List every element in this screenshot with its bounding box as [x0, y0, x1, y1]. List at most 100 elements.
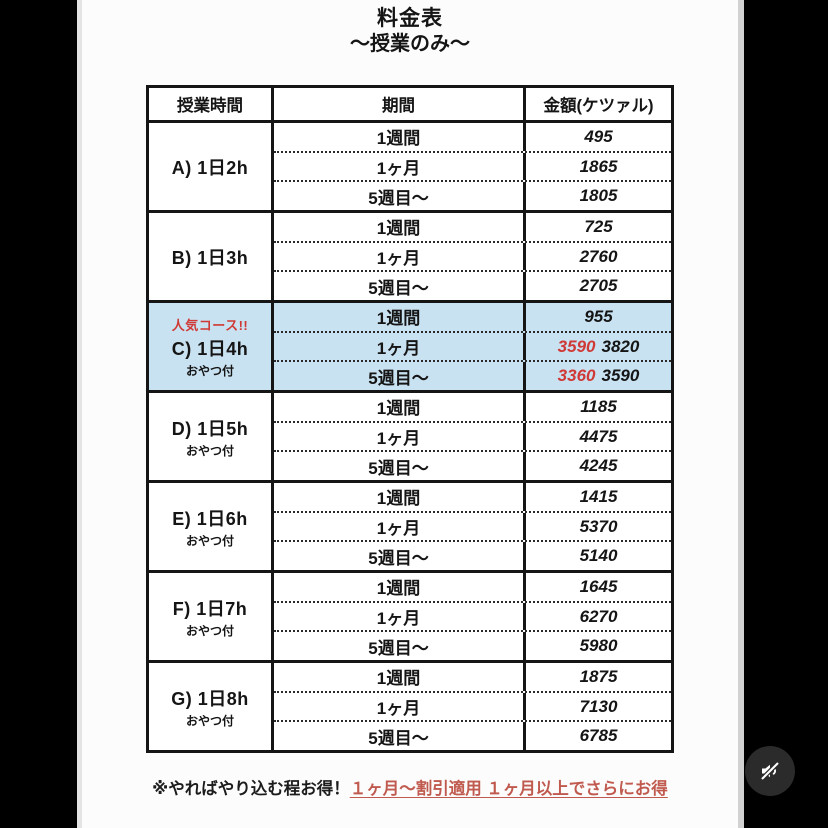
table-row: F) 1日7h おやつ付 1週間 1645 1ヶ月 6270 5週目〜 5980	[146, 573, 674, 663]
course-note: おやつ付	[185, 443, 234, 458]
period-price-row: 1ヶ月 7130	[274, 690, 671, 721]
header-lesson-hours: 授業時間	[149, 88, 274, 120]
period-price-row: 5週目〜 4245	[274, 450, 671, 481]
course-cell: A) 1日2h	[149, 123, 274, 210]
period-price-row: 1週間 725	[274, 213, 671, 241]
period-price-row: 1週間 1645	[274, 573, 671, 601]
price-cell: 2760	[523, 242, 671, 271]
price-cell: 5980	[523, 632, 671, 661]
price-cell: 4245	[523, 452, 671, 481]
course-cell: F) 1日7h おやつ付	[149, 573, 274, 660]
price-value: 495	[584, 126, 613, 146]
period-list: 1週間 725 1ヶ月 2760 5週目〜 2705	[274, 213, 671, 301]
period-price-row: 1ヶ月 6270	[274, 600, 671, 631]
period-price-row: 1週間 495	[274, 123, 671, 151]
price-sheet: 料金表 〜授業のみ〜 授業時間 期間 金額(ケツァル) A) 1日2h 1週間 4…	[77, 0, 744, 828]
period-price-row: 5週目〜 6785	[274, 720, 671, 751]
course-label: E) 1日6h	[172, 508, 248, 529]
price-cell: 6785	[523, 722, 671, 751]
period-price-row: 1週間 1875	[274, 663, 671, 691]
discount-price: 3360	[557, 366, 596, 386]
price-value: 6785	[579, 726, 618, 746]
course-label: B) 1日3h	[171, 247, 249, 268]
price-value: 2705	[579, 276, 618, 296]
period-list: 1週間 1415 1ヶ月 5370 5週目〜 5140	[274, 483, 671, 571]
price-value: 6270	[579, 606, 618, 626]
period-price-row: 5週目〜 3360 3590	[274, 360, 671, 391]
table-row: E) 1日6h おやつ付 1週間 1415 1ヶ月 5370 5週目〜 5140	[146, 483, 674, 573]
period-list: 1週間 1185 1ヶ月 4475 5週目〜 4245	[274, 393, 671, 481]
course-cell: 人気コース!! C) 1日4h おやつ付	[149, 303, 274, 390]
period-label: 1ヶ月	[376, 249, 421, 268]
price-value: 7130	[579, 696, 618, 716]
price-value: 1415	[579, 486, 618, 506]
period-price-row: 1ヶ月 4475	[274, 420, 671, 451]
price-value: 3820	[601, 336, 640, 356]
course-label: C) 1日4h	[171, 338, 249, 359]
period-label: 1週間	[376, 489, 421, 509]
period-price-row: 5週目〜 2705	[274, 270, 671, 301]
period-label: 1ヶ月	[376, 429, 421, 448]
period-price-row: 5週目〜 5140	[274, 540, 671, 571]
table-row: B) 1日3h 1週間 725 1ヶ月 2760 5週目〜 2705	[146, 213, 674, 303]
course-note: おやつ付	[185, 623, 234, 638]
price-cell: 5140	[523, 542, 671, 571]
popular-badge: 人気コース!!	[171, 317, 249, 333]
table-row: D) 1日5h おやつ付 1週間 1185 1ヶ月 4475 5週目〜 4245	[146, 393, 674, 483]
period-label: 5週目〜	[368, 548, 429, 568]
price-cell: 1415	[523, 483, 671, 511]
price-value: 4475	[579, 426, 618, 446]
period-list: 1週間 1645 1ヶ月 6270 5週目〜 5980	[274, 573, 671, 661]
table-row: 人気コース!! C) 1日4h おやつ付 1週間 955 1ヶ月 3590 3820 5週…	[146, 303, 674, 393]
course-note: おやつ付	[185, 713, 234, 728]
price-cell: 495	[523, 123, 671, 151]
period-list: 1週間 1875 1ヶ月 7130 5週目〜 6785	[274, 663, 671, 751]
period-label: 5週目〜	[368, 278, 429, 298]
discount-price: 3590	[557, 336, 596, 356]
price-value: 3590	[601, 366, 640, 386]
course-note: おやつ付	[185, 363, 234, 378]
period-label: 1ヶ月	[376, 519, 421, 538]
period-label: 1ヶ月	[376, 609, 421, 628]
price-cell: 1875	[523, 663, 671, 691]
price-value: 1645	[579, 576, 618, 596]
price-cell: 1865	[523, 152, 671, 181]
course-cell: G) 1日8h おやつ付	[149, 663, 274, 750]
title-block: 料金表 〜授業のみ〜	[82, 0, 738, 57]
price-value: 1865	[579, 156, 618, 176]
course-cell: D) 1日5h おやつ付	[149, 393, 274, 480]
price-cell: 6270	[523, 602, 671, 631]
price-value: 2760	[579, 246, 618, 266]
period-label: 5週目〜	[368, 458, 429, 478]
period-label: 1ヶ月	[376, 699, 421, 718]
period-price-row: 5週目〜 1805	[274, 180, 671, 211]
price-value: 4245	[579, 456, 618, 476]
price-cell: 5370	[523, 512, 671, 541]
price-cell: 4475	[523, 422, 671, 451]
period-price-row: 1ヶ月 1865	[274, 150, 671, 181]
course-label: F) 1日7h	[172, 598, 248, 619]
table-header: 授業時間 期間 金額(ケツァル)	[146, 85, 674, 123]
price-cell: 7130	[523, 692, 671, 721]
period-price-row: 1週間 955	[274, 303, 671, 331]
price-value: 1805	[579, 186, 618, 206]
price-value: 5370	[579, 516, 618, 536]
header-amount: 金額(ケツァル)	[523, 88, 671, 120]
table-row: G) 1日8h おやつ付 1週間 1875 1ヶ月 7130 5週目〜 6785	[146, 663, 674, 753]
price-cell: 3590 3820	[523, 332, 671, 361]
mute-button[interactable]	[745, 746, 795, 796]
period-label: 5週目〜	[368, 728, 429, 748]
price-value: 725	[584, 216, 613, 236]
page-title: 料金表	[377, 7, 443, 30]
period-label: 1ヶ月	[376, 339, 421, 358]
period-price-row: 1週間 1415	[274, 483, 671, 511]
price-cell: 3360 3590	[523, 362, 671, 391]
period-price-row: 1ヶ月 3590 3820	[274, 330, 671, 361]
course-label: G) 1日8h	[171, 688, 249, 709]
table-body: A) 1日2h 1週間 495 1ヶ月 1865 5週目〜 1805 B) 1日3h 1週…	[146, 123, 674, 753]
course-cell: B) 1日3h	[149, 213, 274, 300]
price-cell: 2705	[523, 272, 671, 301]
period-label: 1週間	[376, 669, 421, 689]
price-cell: 1805	[523, 182, 671, 211]
pricing-table: 授業時間 期間 金額(ケツァル) A) 1日2h 1週間 495 1ヶ月 1865 5週…	[146, 85, 674, 753]
